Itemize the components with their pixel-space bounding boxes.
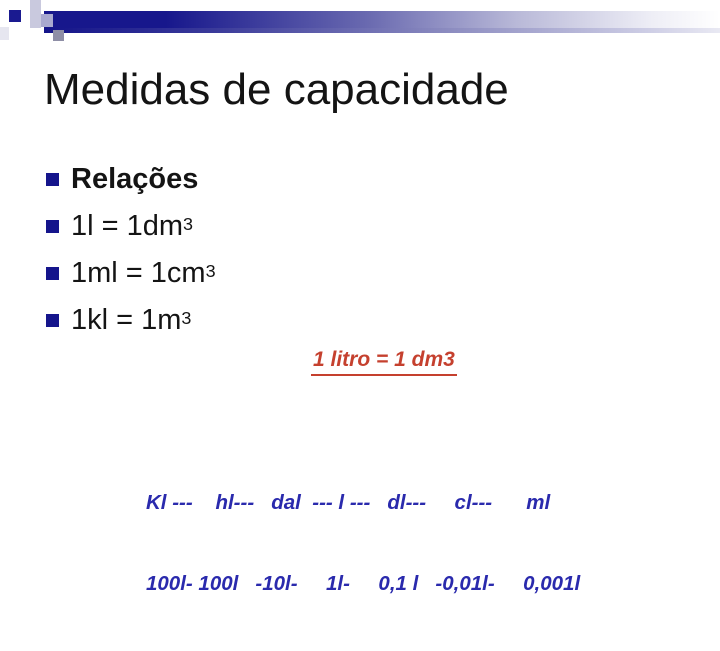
bullet-superscript: 3 — [205, 261, 216, 281]
bullet-item: Relações — [46, 163, 216, 196]
bullet-text: 1l = 1dm — [71, 210, 184, 242]
deco-square-faint — [0, 27, 9, 40]
bullet-item: 1kl = 1m 3 — [46, 304, 216, 337]
bullet-square-icon — [46, 173, 59, 186]
deco-square-gray — [53, 30, 64, 41]
header-bar-underline — [44, 28, 720, 33]
bullet-square-icon — [46, 220, 59, 233]
bullet-square-icon — [46, 267, 59, 280]
deco-square-navy — [9, 10, 21, 22]
bullet-item: 1l = 1dm 3 — [46, 210, 216, 243]
bullet-superscript: 3 — [183, 214, 194, 234]
deco-square-lavender — [41, 14, 53, 27]
scale-line-units: Kl --- hl--- dal --- l --- dl--- cl--- m… — [146, 491, 551, 514]
conversion-scale: Kl --- hl--- dal --- l --- dl--- cl--- m… — [146, 435, 580, 651]
slide-title: Medidas de capacidade — [44, 65, 509, 114]
bullet-text: 1kl = 1m — [71, 304, 182, 336]
highlight-text: 1 litro = 1 dm3 — [311, 348, 457, 376]
bullet-list: Relações 1l = 1dm 3 1ml = 1cm 3 1kl = 1m 3 — [46, 163, 216, 351]
bullet-square-icon — [46, 314, 59, 327]
deco-vertical-bar — [30, 0, 41, 28]
bullet-text: 1ml = 1cm — [71, 257, 206, 289]
bullet-superscript: 3 — [181, 308, 192, 328]
scale-line-values: 100l- 100l -10l- 1l- 0,1 l -0,01l- 0,001… — [146, 572, 581, 595]
bullet-text: Relações — [71, 163, 199, 195]
header-gradient-bar — [44, 11, 720, 28]
bullet-item: 1ml = 1cm 3 — [46, 257, 216, 290]
